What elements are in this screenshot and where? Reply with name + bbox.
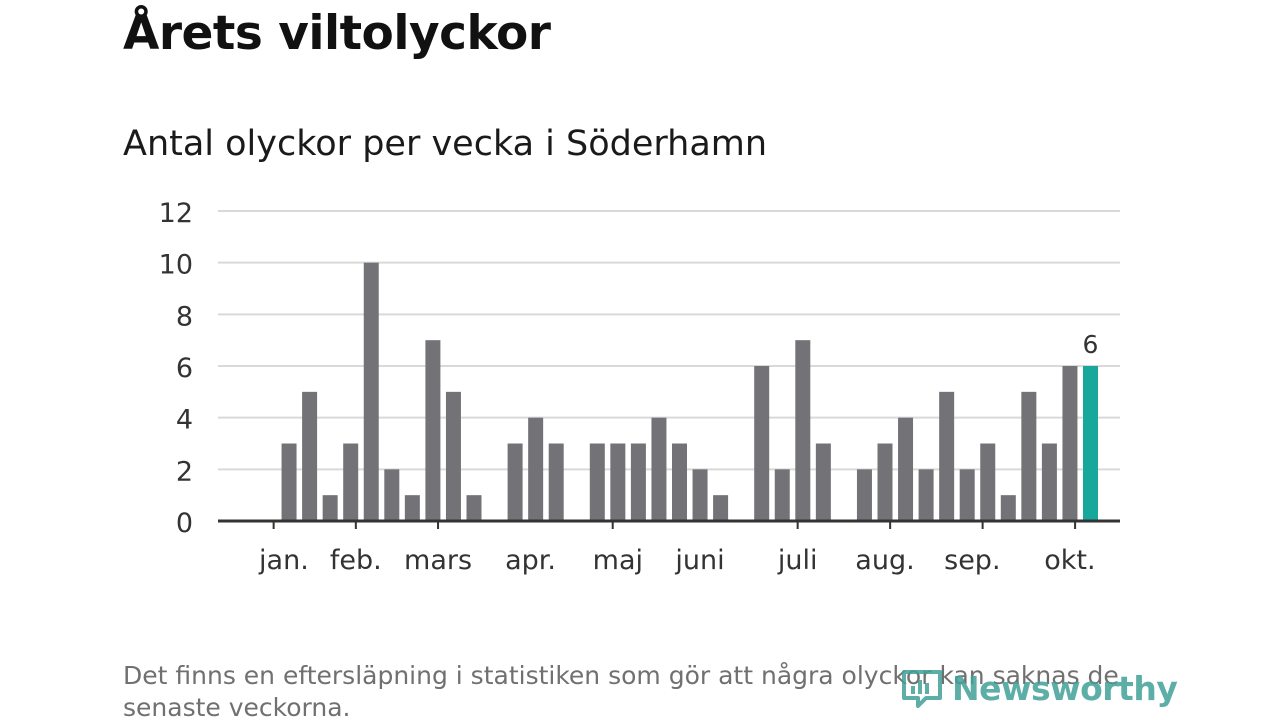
x-tick-label: maj: [593, 545, 643, 576]
bar: [795, 340, 811, 521]
chart-subtitle: Antal olyckor per vecka i Söderhamn: [123, 124, 768, 164]
bar: [528, 417, 544, 521]
bar: [589, 443, 605, 521]
x-tick-label: okt.: [1044, 545, 1095, 576]
bar: [384, 469, 400, 521]
x-tick-label: aug.: [855, 545, 914, 576]
bar: [754, 366, 770, 521]
bar: [898, 417, 914, 521]
bar: [610, 443, 626, 521]
bar: [425, 340, 441, 521]
bar-chart: 0 2 4 6 8 10 12 6 jan. feb. mars apr. maj juni juli aug…: [159, 198, 1120, 576]
bar: [466, 495, 482, 521]
bar: [713, 495, 729, 521]
bar: [445, 391, 461, 521]
bar-highlight: [1083, 366, 1098, 521]
bar: [363, 262, 379, 521]
footnote: Det finns en eftersläpning i statistiken…: [123, 661, 1119, 720]
x-tick-label: jan.: [258, 545, 309, 576]
newsworthy-logo-icon: [902, 670, 942, 708]
y-tick-label: 2: [176, 456, 193, 487]
x-tick-label: juni: [674, 545, 724, 576]
bar: [856, 469, 872, 521]
bar: [281, 443, 297, 521]
page-title: Årets viltolyckor: [123, 6, 551, 61]
brand-logo: Newsworthy: [900, 668, 1178, 708]
bar: [404, 495, 420, 521]
x-tick-label: juli: [777, 545, 818, 576]
bar: [302, 391, 318, 521]
bar: [1062, 366, 1078, 521]
bar: [815, 443, 831, 521]
bar: [672, 443, 687, 521]
bar: [877, 443, 893, 521]
brand-name: Newsworthy: [952, 668, 1178, 708]
bar: [692, 469, 708, 521]
data-label: 6: [1083, 330, 1099, 359]
y-tick-label: 4: [176, 405, 193, 436]
bar: [959, 469, 975, 521]
x-tick-label: mars: [404, 545, 472, 576]
bar: [939, 391, 955, 521]
bar: [343, 443, 359, 521]
bar: [651, 417, 667, 521]
y-tick-label: 12: [159, 198, 193, 229]
bar: [980, 443, 996, 521]
x-tick-label: feb.: [330, 545, 382, 576]
bar: [918, 469, 934, 521]
x-tick-label: sep.: [944, 545, 1000, 576]
bar: [1000, 495, 1016, 521]
bar: [548, 443, 564, 521]
bar: [507, 443, 523, 521]
y-tick-label: 0: [176, 508, 193, 539]
y-tick-label: 8: [176, 301, 193, 332]
bar: [774, 469, 790, 521]
bar: [1021, 391, 1037, 521]
bar: [630, 443, 646, 521]
bar: [322, 495, 338, 521]
y-tick-label: 10: [159, 250, 193, 281]
bar: [1041, 443, 1057, 521]
x-tick-label: apr.: [505, 545, 556, 576]
y-tick-label: 6: [176, 353, 193, 384]
